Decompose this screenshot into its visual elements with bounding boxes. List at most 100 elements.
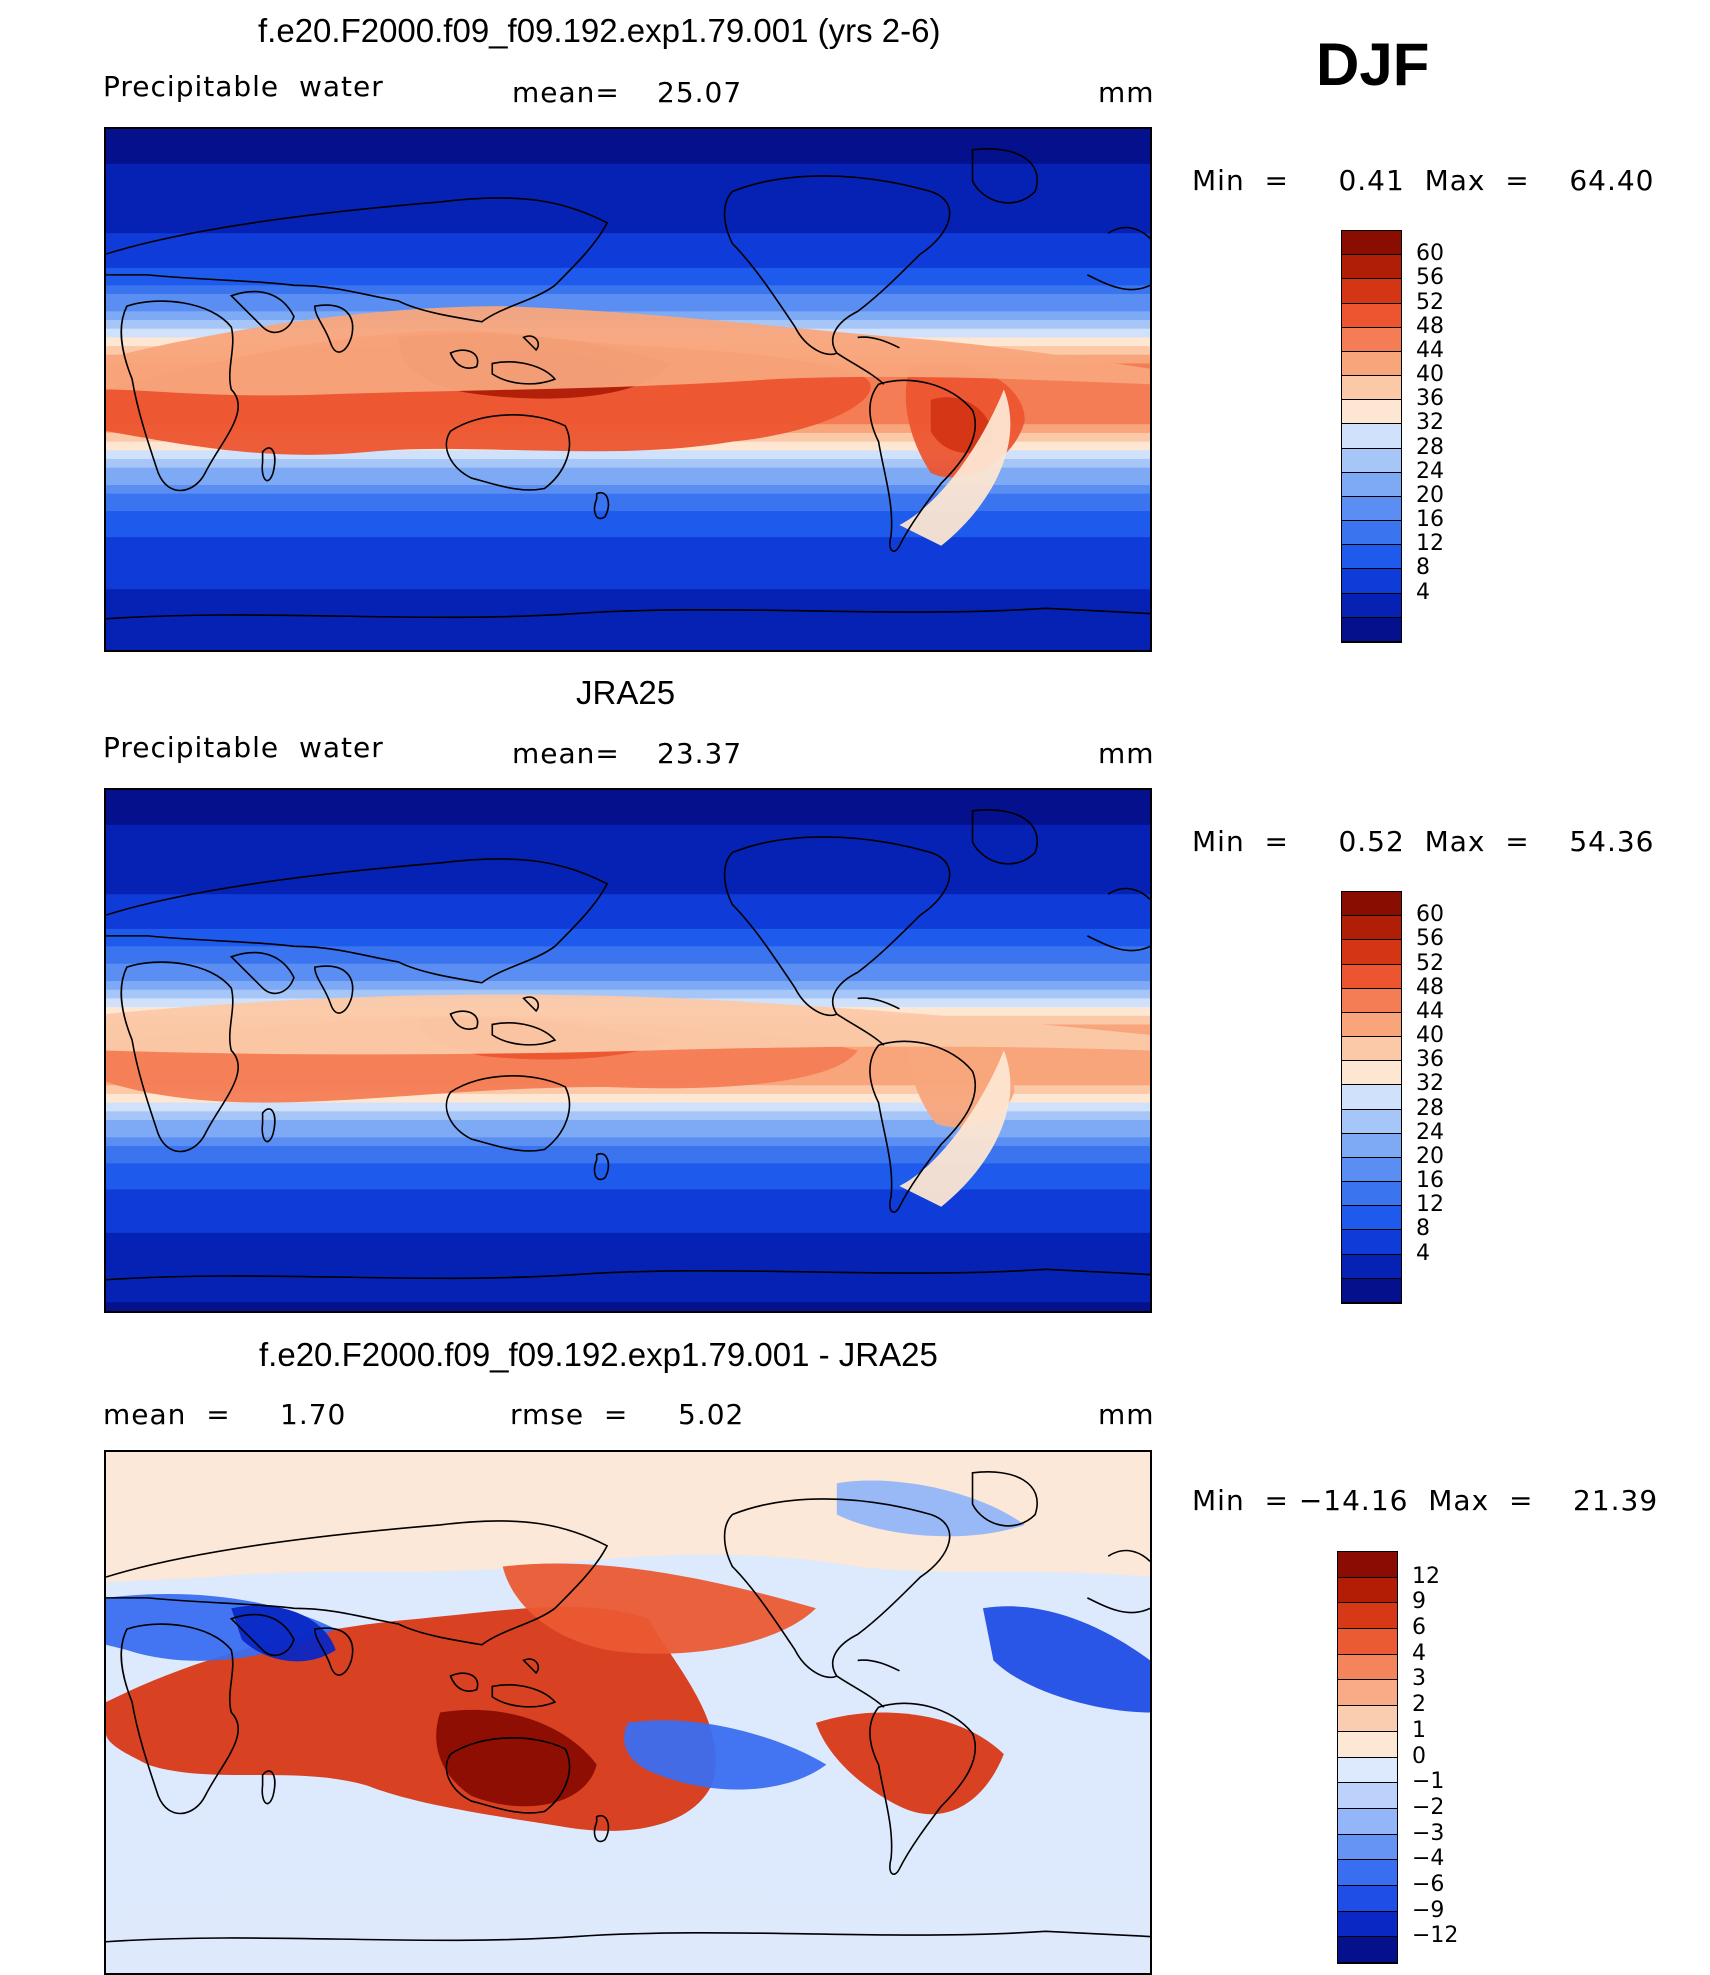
- zonal-band: [106, 528, 1150, 539]
- colorbar-box: [1342, 303, 1401, 328]
- panel2-mean-value: 23.37: [657, 737, 743, 770]
- zonal-band: [106, 597, 1150, 608]
- colorbar-box: [1342, 1182, 1401, 1207]
- zonal-band: [106, 850, 1150, 861]
- zonal-band: [106, 554, 1150, 565]
- zonal-band: [106, 485, 1150, 495]
- colorbar-box: [1342, 1109, 1401, 1134]
- coastline: [595, 1816, 609, 1842]
- zonal-band: [106, 1284, 1150, 1295]
- colorbar-tick-label: 56: [1416, 265, 1444, 291]
- coastline: [1087, 1551, 1150, 1613]
- field-region: [502, 1563, 816, 1654]
- coastline: [315, 1628, 353, 1675]
- colorbar-box: [1338, 1654, 1397, 1681]
- coastline: [870, 1703, 975, 1874]
- zonal-band: [106, 163, 1150, 174]
- colorbar-box: [1342, 496, 1401, 522]
- colorbar-box: [1342, 1133, 1401, 1158]
- colorbar-box: [1342, 521, 1401, 546]
- zonal-band: [106, 1146, 1150, 1156]
- panel1-map: [104, 127, 1152, 652]
- zonal-band: [106, 276, 1150, 287]
- colorbar-tick-label: 44: [1416, 998, 1444, 1024]
- zonal-band: [106, 928, 1150, 939]
- coastline: [725, 837, 950, 1015]
- colorbar-box: [1342, 1012, 1401, 1038]
- coastline: [121, 962, 238, 1151]
- zonal-band: [106, 920, 1150, 930]
- colorbar-box: [1342, 940, 1401, 965]
- zonal-band: [106, 155, 1150, 165]
- panel2-minmax: Min = 0.52 Max = 54.36: [1192, 825, 1655, 858]
- colorbar-tick-label: 48: [1416, 974, 1444, 1000]
- zonal-band: [106, 215, 1150, 226]
- colorbar-tick-label: 36: [1416, 386, 1444, 412]
- zonal-band: [106, 876, 1150, 887]
- zonal-band: [106, 816, 1150, 826]
- zonal-band: [106, 1128, 1150, 1139]
- colorbar-box: [1338, 1629, 1397, 1655]
- zonal-band: [106, 868, 1150, 878]
- panel2-variable: Precipitable water: [103, 731, 384, 764]
- coastline: [121, 301, 238, 490]
- colorbar-tick-label: 8: [1416, 555, 1430, 581]
- colorbar-tick-label: −9: [1412, 1897, 1445, 1923]
- zonal-band: [106, 458, 1150, 469]
- zonal-band: [106, 198, 1150, 209]
- zonal-band: [106, 563, 1150, 573]
- zonal-band: [106, 790, 1150, 800]
- zonal-band: [106, 1206, 1150, 1217]
- colorbar-tick-label: 4: [1412, 1640, 1426, 1666]
- colorbar-tick-label: 16: [1416, 1168, 1444, 1194]
- zonal-band: [106, 911, 1150, 922]
- colorbar-box: [1338, 1885, 1397, 1912]
- zonal-band: [106, 1258, 1150, 1269]
- coastline: [524, 997, 539, 1011]
- zonal-band: [106, 1241, 1150, 1252]
- coastline: [446, 1076, 569, 1151]
- field-region: [836, 1480, 1025, 1537]
- zonal-band: [106, 1250, 1150, 1260]
- colorbar-tick-label: 60: [1416, 241, 1444, 267]
- zonal-band: [106, 580, 1150, 591]
- coastline: [870, 1041, 975, 1212]
- colorbar-tick-label: 40: [1416, 1023, 1444, 1049]
- coastline: [106, 859, 607, 983]
- colorbar-box: [1342, 448, 1401, 473]
- panel3-rmse-value: 5.02: [678, 1398, 745, 1431]
- colorbar-box: [1342, 255, 1401, 280]
- zonal-band: [106, 1111, 1150, 1122]
- field-region: [899, 389, 1011, 546]
- zonal-band: [106, 859, 1150, 870]
- colorbar-box: [1342, 327, 1401, 352]
- colorbar-box: [1338, 1757, 1397, 1784]
- colorbar-box: [1342, 1278, 1401, 1303]
- colorbar-box: [1342, 1061, 1401, 1086]
- zonal-band: [106, 902, 1150, 913]
- panel2-colorbar: [1341, 891, 1402, 1304]
- panel3-mean-value: 1.70: [280, 1398, 347, 1431]
- colorbar-tick-label: 32: [1416, 410, 1444, 436]
- coastline: [595, 493, 609, 519]
- field-region: [899, 1050, 1011, 1207]
- zonal-band: [106, 1302, 1150, 1311]
- colorbar-box: [1342, 424, 1401, 449]
- panel1-mean-value: 25.07: [657, 76, 743, 109]
- coastline: [446, 1738, 569, 1813]
- zonal-band: [106, 981, 1150, 991]
- field-region: [982, 1606, 1150, 1713]
- colorbar-tick-label: 8: [1416, 1216, 1430, 1242]
- zonal-band: [106, 1137, 1150, 1148]
- zonal-band: [106, 181, 1150, 191]
- zonal-band: [106, 207, 1150, 217]
- coastline: [837, 1660, 900, 1707]
- colorbar-box: [1342, 351, 1401, 377]
- colorbar-box: [1342, 617, 1401, 642]
- colorbar-tick-label: 16: [1416, 507, 1444, 533]
- coastline: [106, 198, 607, 322]
- coastline: [451, 350, 478, 368]
- colorbar-box: [1338, 1577, 1397, 1604]
- colorbar-box: [1342, 1037, 1401, 1062]
- zonal-band: [106, 937, 1150, 948]
